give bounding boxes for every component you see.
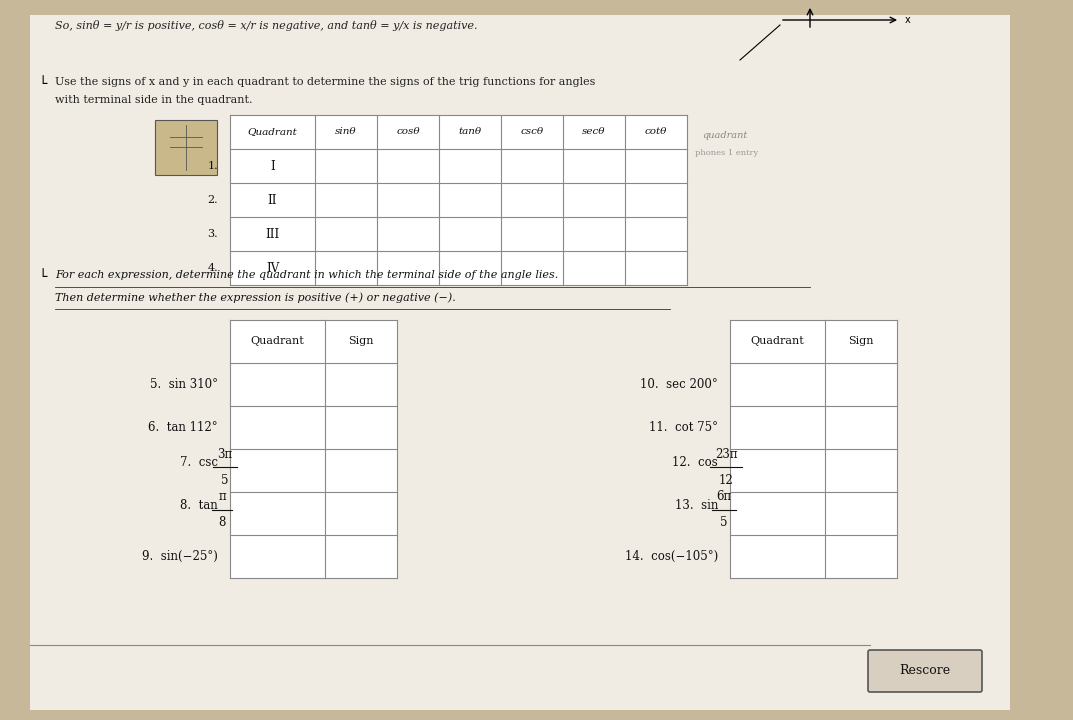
Text: Rescore: Rescore — [899, 665, 951, 678]
Text: 13.  sin: 13. sin — [675, 499, 718, 512]
Text: 9.  sin(−25°): 9. sin(−25°) — [142, 550, 218, 563]
Text: 6.  tan 112°: 6. tan 112° — [148, 421, 218, 434]
Text: Quadrant: Quadrant — [251, 336, 305, 346]
Text: π: π — [218, 490, 225, 503]
Text: Then determine whether the expression is positive (+) or negative (−).: Then determine whether the expression is… — [55, 292, 456, 302]
Text: cotθ: cotθ — [645, 127, 667, 137]
FancyBboxPatch shape — [30, 15, 1010, 710]
Text: I: I — [270, 160, 275, 173]
Text: cosθ: cosθ — [396, 127, 420, 137]
Text: 23π: 23π — [715, 448, 737, 461]
Text: x: x — [905, 15, 911, 25]
Text: 10.  sec 200°: 10. sec 200° — [641, 378, 718, 391]
Text: III: III — [265, 228, 280, 240]
Text: Sign: Sign — [849, 336, 873, 346]
Text: 14.  cos(−105°): 14. cos(−105°) — [624, 550, 718, 563]
Text: └: └ — [38, 270, 46, 284]
Text: 5: 5 — [221, 474, 229, 487]
Text: 5.  sin 310°: 5. sin 310° — [150, 378, 218, 391]
FancyBboxPatch shape — [868, 650, 982, 692]
Text: 12.  cos: 12. cos — [673, 456, 718, 469]
Text: cscθ: cscθ — [520, 127, 544, 137]
Bar — [155, 120, 217, 175]
Text: Quadrant: Quadrant — [248, 127, 297, 137]
Text: sinθ: sinθ — [335, 127, 357, 137]
Text: phones 1 entry: phones 1 entry — [695, 149, 759, 157]
Text: 2.: 2. — [207, 195, 218, 205]
Bar — [230, 320, 397, 578]
Text: 1.: 1. — [207, 161, 218, 171]
Text: II: II — [268, 194, 277, 207]
Text: 4.: 4. — [207, 263, 218, 273]
Text: Use the signs of x and y in each quadrant to determine the signs of the trig fun: Use the signs of x and y in each quadran… — [55, 77, 596, 87]
Text: IV: IV — [266, 261, 279, 274]
Bar — [730, 320, 897, 578]
Text: 7.  csc: 7. csc — [180, 456, 218, 469]
Text: tanθ: tanθ — [458, 127, 482, 137]
Bar — [230, 115, 687, 285]
Text: 6π: 6π — [717, 490, 732, 503]
Text: 3π: 3π — [218, 448, 233, 461]
Text: quadrant: quadrant — [702, 130, 747, 140]
Text: For each expression, determine the quadrant in which the terminal side of the an: For each expression, determine the quadr… — [55, 270, 558, 280]
Text: 8: 8 — [218, 516, 225, 529]
Text: Sign: Sign — [349, 336, 373, 346]
Text: 11.  cot 75°: 11. cot 75° — [649, 421, 718, 434]
Text: 8.  tan: 8. tan — [180, 499, 218, 512]
Text: with terminal side in the quadrant.: with terminal side in the quadrant. — [55, 95, 252, 105]
Text: 5: 5 — [720, 516, 727, 529]
Text: └: └ — [38, 77, 46, 91]
Text: Quadrant: Quadrant — [751, 336, 805, 346]
Text: So, sinθ = y/r is positive, cosθ = x/r is negative, and tanθ = y/x is negative.: So, sinθ = y/r is positive, cosθ = x/r i… — [55, 20, 477, 31]
Text: 12: 12 — [719, 474, 733, 487]
Text: 3.: 3. — [207, 229, 218, 239]
Text: secθ: secθ — [583, 127, 606, 137]
